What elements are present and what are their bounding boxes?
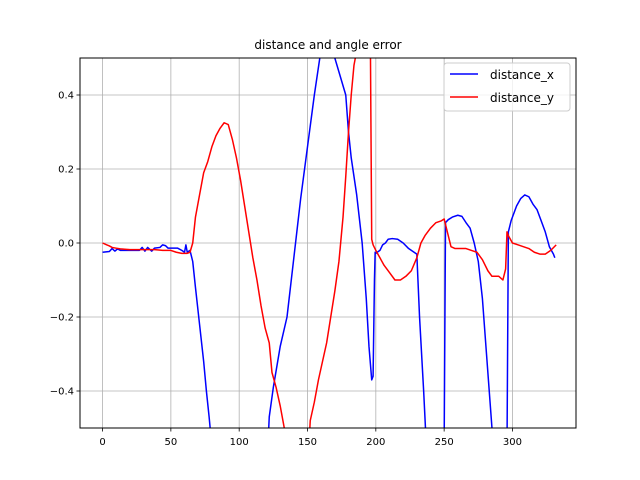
y-tick-label: −0.4 — [50, 387, 74, 398]
grid-lines — [80, 58, 576, 428]
x-tick-label: 300 — [503, 437, 522, 448]
x-tick-label: 50 — [164, 437, 177, 448]
series-layer — [102, 58, 557, 428]
x-tick-label: 0 — [99, 437, 105, 448]
legend: distance_x distance_y — [443, 62, 571, 112]
x-tick-label: 100 — [230, 437, 249, 448]
series-line-distance-y — [102, 58, 557, 428]
x-tick-label: 200 — [366, 437, 385, 448]
series-line-distance-x — [102, 58, 556, 428]
axis-ticks: 0 50 100 150 200 250 300 −0.4 −0.2 0.0 0.2 0.4 — [50, 91, 522, 449]
y-tick-label: 0.2 — [58, 165, 74, 176]
y-tick-label: 0.0 — [58, 239, 74, 250]
x-tick-label: 150 — [298, 437, 317, 448]
y-tick-label: −0.2 — [50, 313, 74, 324]
chart-title: distance and angle error — [254, 38, 401, 52]
legend-box — [443, 62, 571, 112]
y-tick-label: 0.4 — [58, 91, 74, 102]
legend-label-distance-x: distance_x — [490, 68, 554, 82]
x-tick-label: 250 — [435, 437, 454, 448]
legend-label-distance-y: distance_y — [490, 91, 554, 105]
